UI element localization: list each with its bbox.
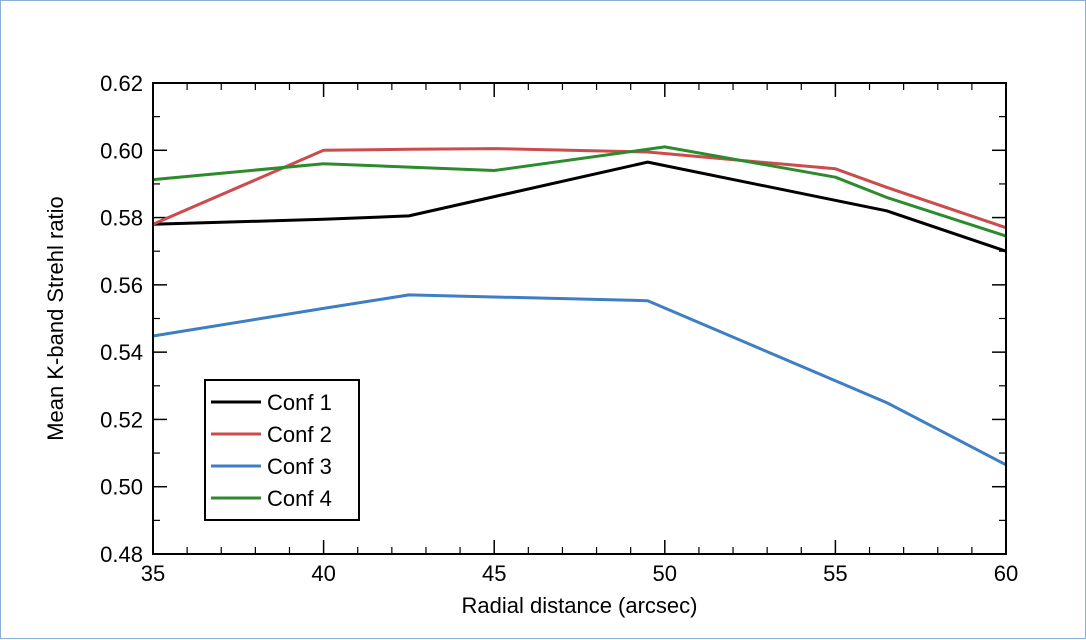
x-tick-label: 60 <box>994 561 1018 586</box>
x-tick-label: 55 <box>823 561 847 586</box>
y-tick-label: 0.60 <box>100 138 143 163</box>
series-layer <box>152 145 1007 467</box>
series-line-conf-4 <box>152 145 1007 238</box>
series-line-conf-3 <box>152 293 1007 467</box>
y-tick-label: 0.54 <box>100 340 143 365</box>
legend-label-conf-2: Conf 2 <box>267 422 332 447</box>
plot-area-border <box>152 82 1007 555</box>
y-tick-label: 0.62 <box>100 71 143 96</box>
y-tick-label: 0.58 <box>100 206 143 231</box>
x-axis-title: Radial distance (arcsec) <box>462 593 698 618</box>
x-tick-label: 35 <box>141 561 165 586</box>
y-axis-title: Mean K-band Strehl ratio <box>43 196 68 441</box>
x-tick-label: 45 <box>482 561 506 586</box>
x-tick-label: 50 <box>653 561 677 586</box>
legend: Conf 1 Conf 2 Conf 3 Conf 4 <box>204 379 360 521</box>
legend-label-conf-1: Conf 1 <box>267 390 332 415</box>
legend-label-conf-3: Conf 3 <box>267 454 332 479</box>
legend-label-conf-4: Conf 4 <box>267 486 332 511</box>
x-tick-label: 40 <box>311 561 335 586</box>
series-line-conf-1 <box>152 160 1007 253</box>
y-tick-label: 0.48 <box>100 542 143 567</box>
series-line-conf-2 <box>152 147 1007 230</box>
y-tick-label: 0.52 <box>100 407 143 432</box>
y-tick-label: 0.50 <box>100 475 143 500</box>
y-tick-label: 0.56 <box>100 273 143 298</box>
tick-labels-layer: 35 40 45 50 55 60 0.48 0.50 0.52 0.54 0.56 0.58 0.60… <box>100 71 1018 586</box>
